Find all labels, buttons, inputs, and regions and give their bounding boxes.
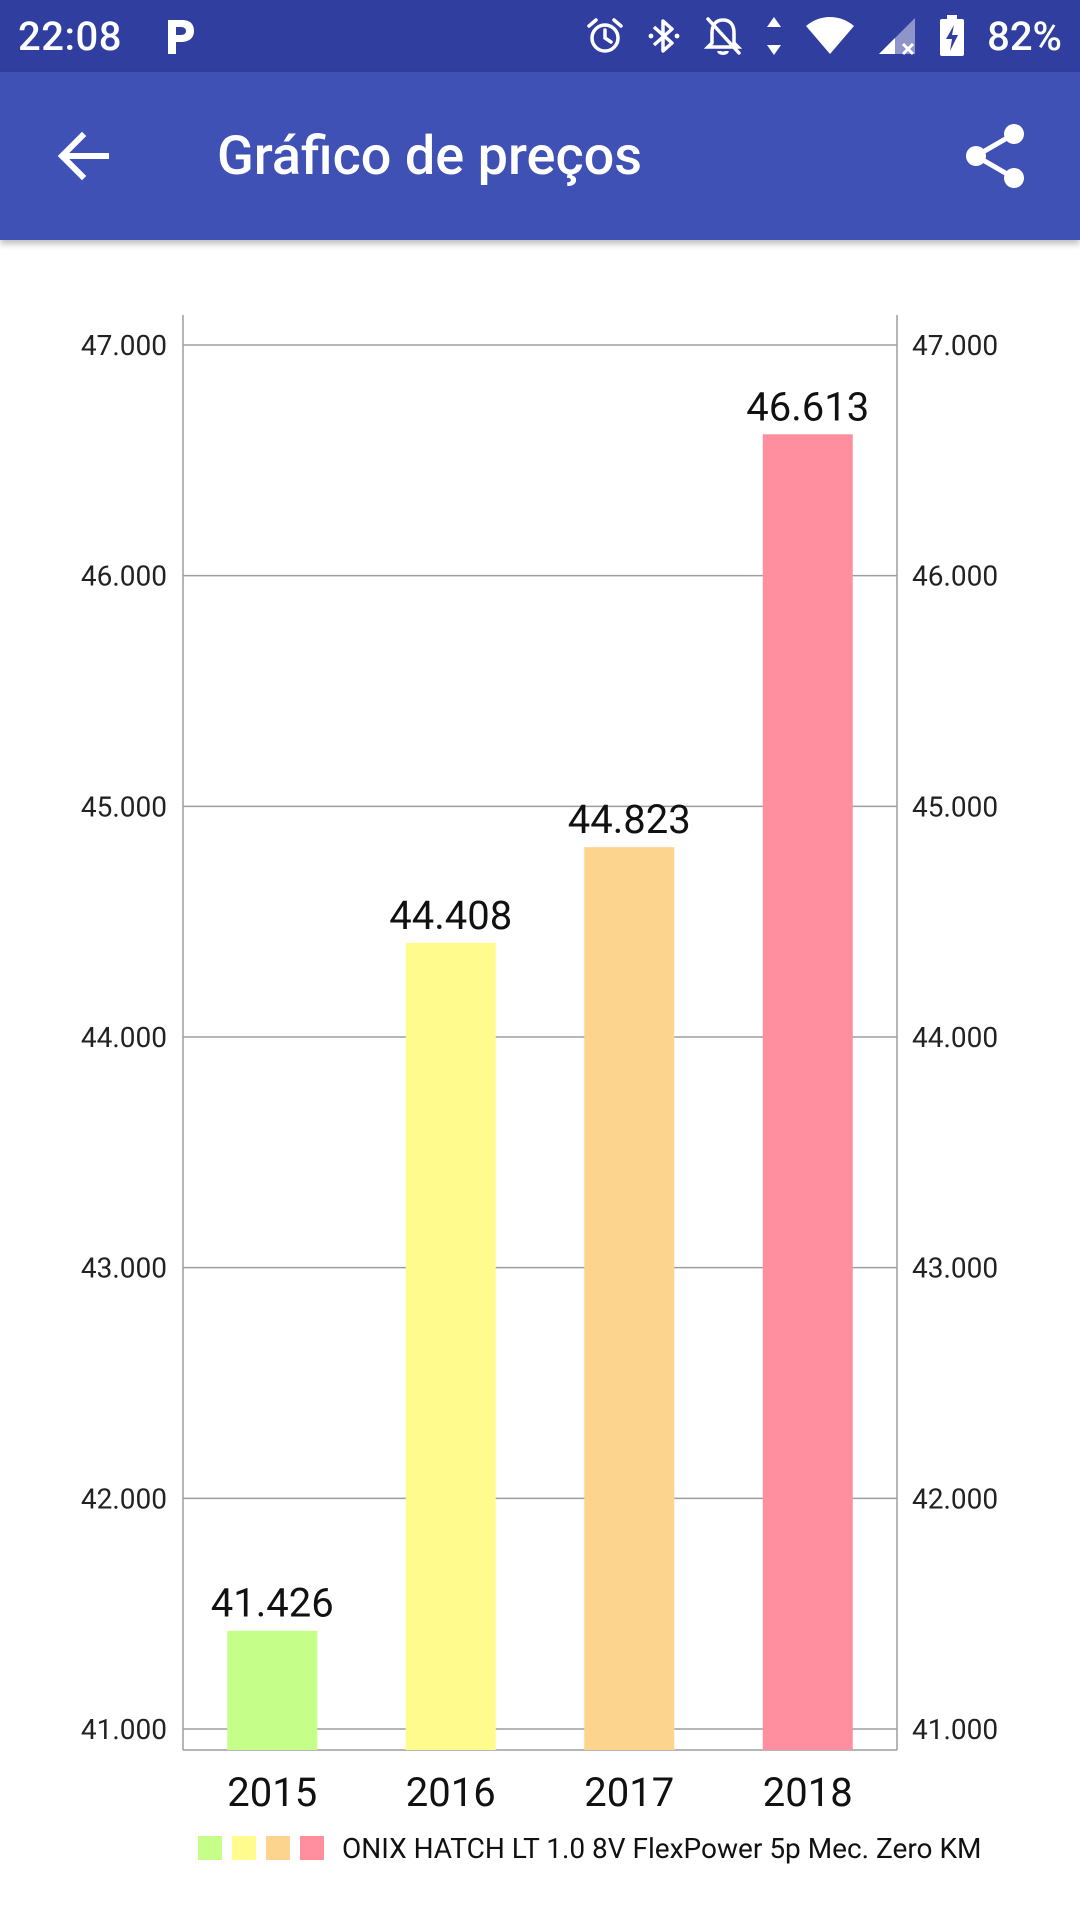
- y-tick-label-left: 46.000: [81, 560, 167, 593]
- x-tick-label: 2018: [763, 1769, 853, 1816]
- y-tick-label-left: 41.000: [81, 1713, 167, 1746]
- bar-2015: [227, 1630, 318, 1750]
- battery-percent: 82%: [987, 12, 1062, 60]
- legend-swatch: [232, 1836, 256, 1860]
- chart-legend: ONIX HATCH LT 1.0 8V FlexPower 5p Mec. Z…: [198, 1832, 981, 1865]
- y-tick-label-left: 45.000: [81, 790, 167, 823]
- price-bar-chart: 41.000 41.000 42.000 42.000 43.000 43.000 44.0…: [81, 315, 998, 1865]
- bar-2017: [584, 847, 675, 1750]
- legend-label: ONIX HATCH LT 1.0 8V FlexPower 5p Mec. Z…: [342, 1832, 981, 1865]
- bar-value-label: 41.426: [211, 1580, 334, 1627]
- legend-swatch: [198, 1836, 222, 1860]
- bar-value-label: 44.408: [389, 892, 512, 939]
- y-tick-label-right: 47.000: [912, 329, 998, 362]
- y-tick-label-left: 44.000: [81, 1021, 167, 1054]
- chart-bars: 41.426 44.408 44.823 46.613: [211, 383, 869, 1750]
- status-icons: 82%: [585, 13, 1062, 60]
- y-tick-label-left: 43.000: [81, 1252, 167, 1285]
- page-title: Gráfico de preços: [217, 124, 643, 188]
- data-transfer-icon: [767, 17, 782, 55]
- signal-icon: [879, 18, 916, 56]
- legend-swatch: [266, 1836, 290, 1860]
- y-tick-label-right: 41.000: [912, 1713, 998, 1746]
- battery-charging-icon: [940, 15, 965, 56]
- y-tick-label-right: 46.000: [912, 560, 998, 593]
- legend-swatch: [300, 1836, 324, 1860]
- y-tick-label-right: 43.000: [912, 1252, 998, 1285]
- x-tick-label: 2016: [406, 1769, 496, 1816]
- x-tick-label: 2017: [584, 1769, 674, 1816]
- arrow-back-icon[interactable]: [52, 124, 116, 188]
- x-tick-label: 2015: [227, 1769, 317, 1816]
- parking-app-icon: [167, 20, 194, 54]
- y-tick-label-right: 45.000: [912, 790, 998, 823]
- status-bar: 22:08: [0, 0, 1080, 72]
- bluetooth-icon: [648, 19, 680, 53]
- y-tick-label-left: 47.000: [81, 329, 167, 362]
- bell-off-icon: [703, 17, 743, 55]
- y-tick-label-left: 42.000: [81, 1482, 167, 1515]
- status-time: 22:08: [18, 12, 122, 60]
- wifi-icon: [806, 17, 855, 54]
- app-bar: Gráfico de preços: [0, 72, 1080, 240]
- bar-value-label: 44.823: [568, 796, 691, 843]
- alarm-icon: [587, 18, 623, 53]
- share-icon[interactable]: [962, 122, 1030, 190]
- y-tick-label-right: 44.000: [912, 1021, 998, 1054]
- y-tick-label-right: 42.000: [912, 1482, 998, 1515]
- bar-value-label: 46.613: [746, 383, 869, 430]
- bar-2016: [405, 942, 496, 1750]
- bar-2018: [762, 434, 853, 1750]
